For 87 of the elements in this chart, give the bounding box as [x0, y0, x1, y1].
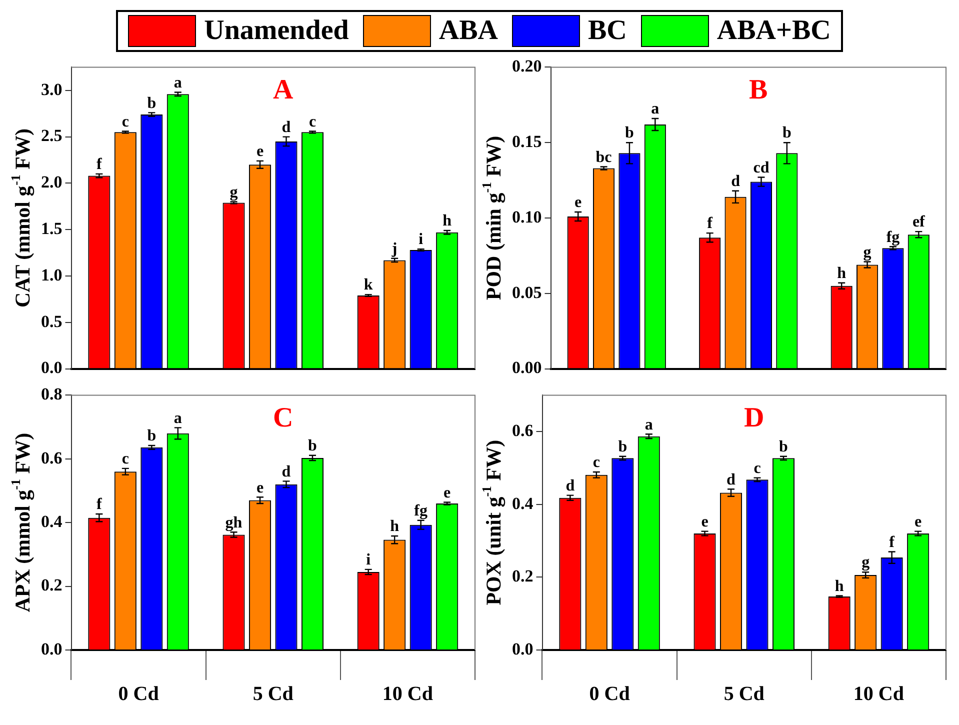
data-label: a [651, 100, 660, 118]
data-label: a [174, 74, 182, 92]
data-label: cd [753, 159, 770, 176]
data-label: d [726, 471, 736, 488]
data-label: ef [912, 214, 926, 231]
y-axis-title: CAT (mmol g-1 FW) [8, 128, 34, 308]
data-label: f [707, 215, 714, 232]
data-label: f [96, 496, 103, 514]
chart-title: A [273, 74, 294, 106]
y-tick-label: 0.05 [512, 282, 542, 302]
y-tick-label: 0.0 [41, 639, 62, 658]
y-tick-label: 0.2 [41, 576, 62, 595]
y-axis-title: APX (mmol g-1 FW) [8, 432, 34, 612]
x-tick-label: 0 Cd [589, 683, 630, 706]
legend-label: BC [588, 15, 627, 47]
y-tick-label: 0.20 [512, 56, 542, 76]
y-tick-label: 3.0 [41, 80, 62, 99]
data-label: e [256, 479, 264, 496]
data-label: e [256, 143, 264, 160]
chart-title: C [273, 402, 294, 434]
data-label: k [364, 276, 373, 294]
data-label: j [390, 240, 398, 258]
data-label: e [914, 513, 922, 530]
data-label: f [96, 156, 103, 174]
chart-title: B [749, 74, 768, 106]
data-label: bc [596, 148, 612, 166]
y-tick-label: 0.0 [41, 358, 62, 378]
data-label: d [731, 172, 740, 190]
y-tick-label: 0.0 [512, 639, 534, 658]
y-tick-label: 0.2 [512, 566, 534, 586]
legend-label: Unamended [204, 15, 349, 47]
y-tick-label: 1.0 [41, 265, 62, 284]
y-tick-label: 0.4 [41, 512, 63, 531]
y-tick-label: 0.00 [512, 358, 542, 378]
data-label: g [862, 554, 870, 572]
data-label: h [390, 518, 400, 536]
chart-title: D [744, 402, 764, 434]
data-label: b [625, 124, 634, 142]
y-axis-title: POD (min g-1 FW) [479, 136, 506, 300]
x-tick-label: 10 Cd [853, 683, 904, 706]
legend-label: ABA [438, 15, 498, 47]
data-label: b [779, 438, 788, 456]
y-tick-label: 0.4 [512, 494, 534, 513]
data-label: b [147, 428, 156, 445]
x-tick-label: 10 Cd [382, 683, 433, 706]
data-label: b [308, 438, 318, 455]
data-label: c [308, 113, 316, 130]
data-label: h [837, 264, 846, 282]
data-label: c [122, 113, 129, 130]
data-label: e [574, 194, 582, 212]
data-label: b [147, 94, 156, 112]
data-label: g [230, 184, 238, 201]
data-label: h [834, 578, 844, 595]
data-label: b [782, 124, 792, 142]
data-label: e [701, 513, 708, 530]
data-label: g [863, 244, 872, 261]
y-tick-label: 0.5 [41, 312, 62, 331]
data-label: c [592, 454, 600, 472]
y-tick-label: 0.6 [41, 448, 62, 468]
data-label: i [366, 552, 372, 569]
data-label: a [644, 416, 653, 434]
data-label: a [174, 410, 182, 427]
data-label: e [444, 484, 451, 502]
y-axis-title: POX (unit g-1 FW) [479, 440, 506, 606]
data-label: fg [414, 502, 428, 520]
y-tick-label: 1.5 [41, 218, 62, 238]
data-label: b [618, 438, 628, 456]
data-label: fg [886, 228, 900, 246]
data-label: d [282, 118, 291, 136]
y-tick-label: 0.15 [512, 132, 542, 151]
data-label: d [282, 463, 291, 480]
y-tick-label: 0.10 [512, 207, 542, 226]
x-tick-label: 5 Cd [724, 683, 764, 706]
data-label: gh [225, 514, 242, 532]
data-label: d [566, 477, 575, 494]
x-tick-label: 0 Cd [118, 683, 159, 706]
y-tick-label: 0.6 [512, 420, 534, 440]
data-label: h [442, 212, 452, 230]
y-tick-label: 0.8 [41, 384, 62, 404]
y-tick-label: 2.5 [41, 126, 62, 146]
x-tick-label: 5 Cd [252, 683, 294, 706]
y-tick-label: 2.0 [41, 172, 62, 192]
data-label: f [889, 534, 896, 551]
data-label: c [122, 450, 129, 468]
legend-label: ABA+BC [716, 15, 831, 47]
data-label: c [754, 460, 761, 477]
data-label: i [418, 231, 424, 248]
